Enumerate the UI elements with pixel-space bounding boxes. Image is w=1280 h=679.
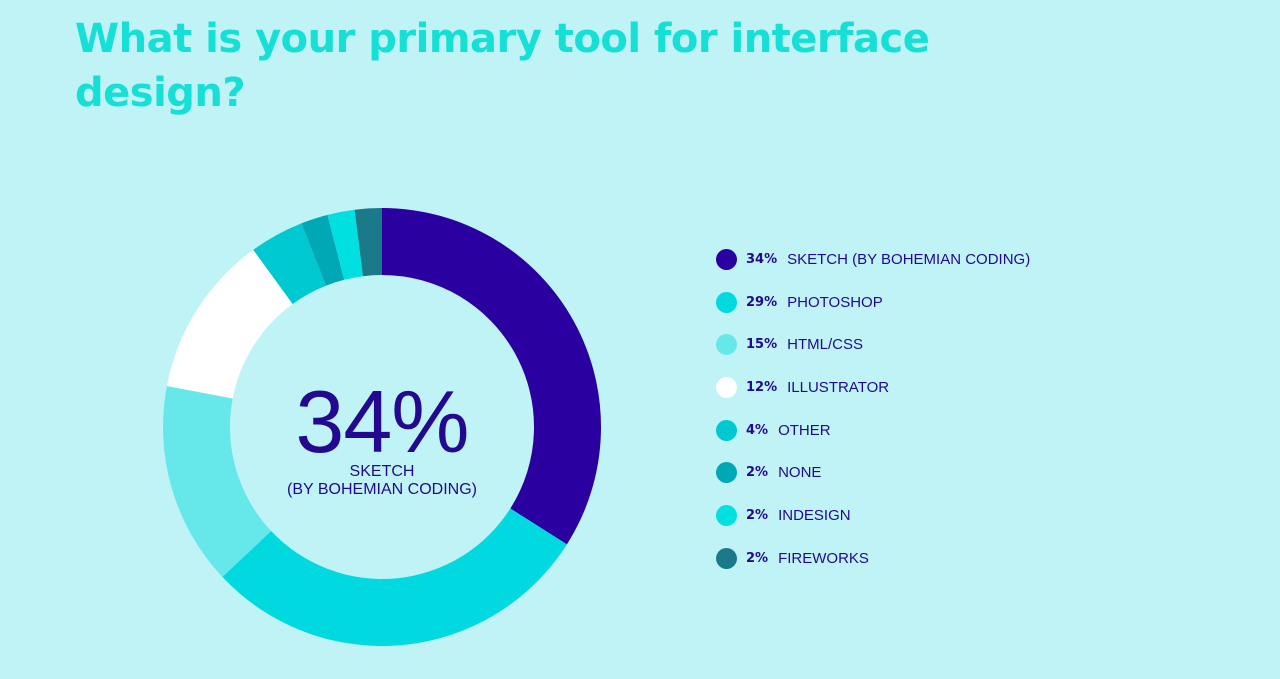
legend-label: SKETCH (BY BOHEMIAN CODING) bbox=[787, 250, 1031, 268]
legend-item: 15% HTML/CSS bbox=[716, 323, 1236, 366]
donut-slice-7 bbox=[354, 208, 382, 277]
donut-slice-4 bbox=[253, 223, 327, 305]
legend-percent: 2% bbox=[746, 550, 769, 566]
legend-item: 2% NONE bbox=[716, 451, 1236, 494]
legend-item: 34% SKETCH (BY BOHEMIAN CODING) bbox=[716, 238, 1236, 281]
legend-label: HTML/CSS bbox=[787, 336, 863, 354]
legend-percent: 15% bbox=[746, 337, 778, 353]
center-label-line1: SKETCH bbox=[349, 463, 415, 480]
legend-percent: 2% bbox=[746, 465, 769, 481]
chart-title: What is your primary tool for interface … bbox=[75, 16, 930, 116]
legend-swatch bbox=[716, 419, 737, 441]
legend-label: NONE bbox=[778, 464, 822, 482]
donut-slice-0 bbox=[382, 208, 601, 545]
legend-percent: 12% bbox=[746, 379, 778, 395]
donut-slice-6 bbox=[327, 209, 363, 280]
legend-label: PHOTOSHOP bbox=[787, 293, 883, 311]
legend-percent: 29% bbox=[746, 294, 778, 310]
donut-slice-5 bbox=[301, 214, 345, 286]
legend-percent: 34% bbox=[746, 251, 778, 267]
center-label: SKETCH (BY BOHEMIAN CODING) bbox=[232, 463, 532, 499]
donut-slice-3 bbox=[166, 249, 293, 399]
legend-percent: 2% bbox=[746, 507, 769, 523]
legend-swatch bbox=[716, 547, 737, 569]
legend-percent: 4% bbox=[746, 422, 769, 438]
legend-label: FIREWORKS bbox=[778, 549, 869, 567]
legend-item: 12% ILLUSTRATOR bbox=[716, 366, 1236, 409]
donut-slice-1 bbox=[222, 508, 567, 647]
legend-item: 4% OTHER bbox=[716, 409, 1236, 452]
legend-label: ILLUSTRATOR bbox=[787, 378, 890, 396]
legend-item: 29% PHOTOSHOP bbox=[716, 281, 1236, 324]
legend-swatch bbox=[716, 376, 737, 398]
legend-swatch bbox=[716, 462, 737, 484]
legend-swatch bbox=[716, 334, 737, 356]
legend: 34% SKETCH (BY BOHEMIAN CODING) 29% PHOTOSH… bbox=[716, 238, 1236, 580]
legend-label: OTHER bbox=[778, 421, 831, 439]
donut-slices bbox=[163, 208, 601, 647]
legend-swatch bbox=[716, 248, 737, 270]
center-label-line2: (BY BOHEMIAN CODING) bbox=[287, 481, 477, 498]
donut-slice-2 bbox=[163, 385, 272, 577]
legend-item: 2% FIREWORKS bbox=[716, 537, 1236, 580]
legend-label: INDESIGN bbox=[778, 506, 851, 524]
center-value: 34% bbox=[295, 372, 469, 471]
legend-swatch bbox=[716, 291, 737, 313]
legend-swatch bbox=[716, 504, 737, 526]
legend-item: 2% INDESIGN bbox=[716, 494, 1236, 537]
